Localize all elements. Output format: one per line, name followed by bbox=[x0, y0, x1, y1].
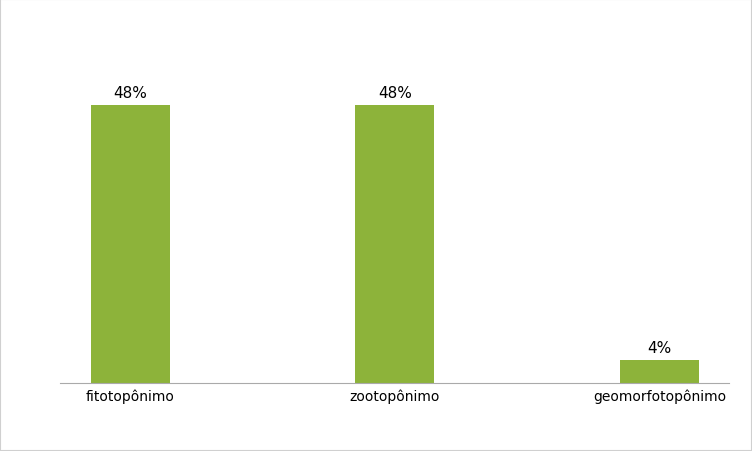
Text: 48%: 48% bbox=[114, 86, 147, 101]
Bar bbox=[620, 360, 699, 383]
Bar bbox=[90, 106, 170, 383]
Text: 4%: 4% bbox=[647, 341, 672, 355]
Bar bbox=[355, 106, 435, 383]
Text: 48%: 48% bbox=[378, 86, 412, 101]
